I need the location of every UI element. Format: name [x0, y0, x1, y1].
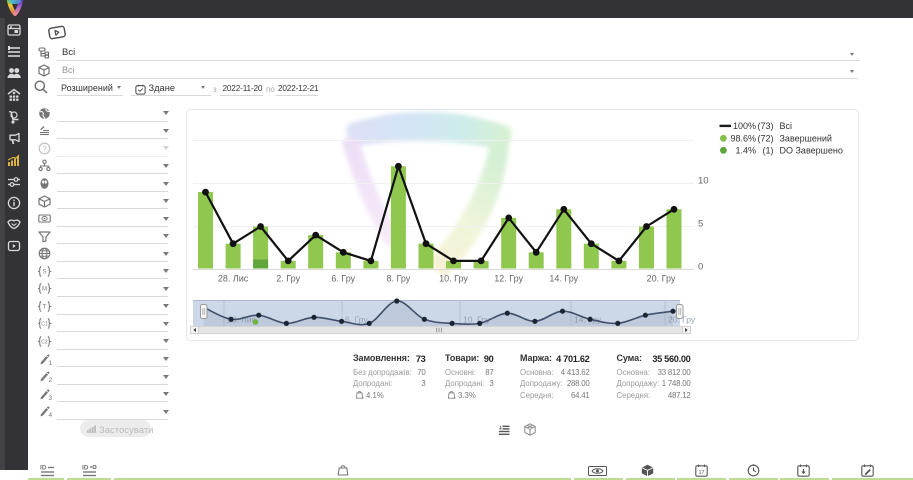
- svg-text:C1: C1: [41, 322, 48, 328]
- svg-text:(72): (72): [757, 133, 773, 143]
- svg-text:17: 17: [698, 470, 704, 476]
- svg-text:20. Гру: 20. Гру: [647, 274, 676, 284]
- svg-text:1: 1: [49, 360, 53, 367]
- svg-text:?: ?: [42, 144, 47, 153]
- svg-text:10. Гру: 10. Гру: [463, 315, 491, 325]
- svg-text:C2: C2: [41, 339, 48, 345]
- svg-text:1.4%: 1.4%: [735, 145, 756, 155]
- svg-text:4: 4: [49, 412, 53, 419]
- svg-text:12. Гру: 12. Гру: [494, 274, 523, 284]
- svg-text:2: 2: [49, 377, 53, 384]
- svg-text:14. Гру: 14. Гру: [549, 274, 578, 284]
- svg-text:3: 3: [49, 395, 53, 402]
- svg-text:100%: 100%: [733, 121, 756, 131]
- svg-text:Всі: Всі: [780, 121, 793, 131]
- svg-text:20. Гру: 20. Гру: [668, 315, 696, 325]
- svg-text:0: 0: [698, 262, 703, 273]
- svg-text:Завершений: Завершений: [780, 133, 832, 143]
- svg-text:T: T: [43, 305, 47, 311]
- svg-text:2. Гру: 2. Гру: [276, 274, 300, 284]
- svg-text:S: S: [42, 269, 46, 275]
- svg-text:28. Лис: 28. Лис: [218, 274, 249, 284]
- svg-text:(1): (1): [763, 145, 774, 155]
- svg-text:6. Гру: 6. Гру: [345, 315, 368, 325]
- svg-text:8. Гру: 8. Гру: [387, 274, 411, 284]
- svg-text:ID: ID: [82, 465, 89, 472]
- svg-text:98.6%: 98.6%: [730, 133, 756, 143]
- svg-text:5: 5: [698, 219, 703, 230]
- svg-text:(73): (73): [757, 121, 773, 131]
- svg-text:DO Завершено: DO Завершено: [780, 145, 843, 155]
- svg-text:ID: ID: [40, 465, 47, 472]
- svg-text:6. Гру: 6. Гру: [331, 274, 355, 284]
- svg-text:28. Лис: 28. Лис: [227, 315, 257, 325]
- svg-text:x: x: [454, 396, 456, 400]
- svg-text:10: 10: [698, 176, 709, 187]
- svg-text:10. Гру: 10. Гру: [439, 274, 468, 284]
- svg-text:M: M: [42, 287, 47, 293]
- svg-text:x: x: [362, 396, 364, 400]
